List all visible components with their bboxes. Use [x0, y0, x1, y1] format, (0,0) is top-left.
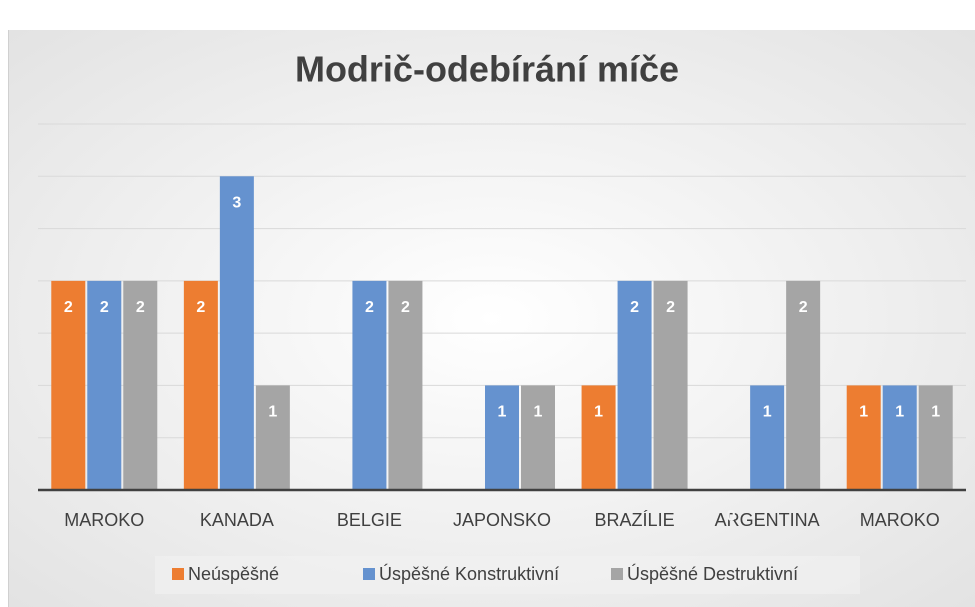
- data-label: 1: [268, 404, 277, 421]
- bar: [918, 385, 953, 490]
- data-label: 1: [859, 404, 868, 421]
- data-label: 1: [534, 404, 543, 421]
- legend-swatch: [172, 568, 184, 580]
- bar: [485, 385, 519, 490]
- data-label: 2: [401, 299, 410, 316]
- bar: [87, 280, 122, 490]
- x-tick-label: BRAZÍLIE: [595, 510, 675, 530]
- x-tick-label: KANADA: [200, 510, 274, 530]
- bar: [352, 280, 387, 490]
- bar: [255, 385, 290, 490]
- bar: [786, 280, 821, 490]
- data-label: 2: [136, 299, 145, 316]
- bar: [653, 280, 688, 490]
- data-label: 2: [799, 299, 808, 316]
- data-label: 1: [763, 404, 772, 421]
- chart-title: Modrič-odebírání míče: [295, 49, 679, 90]
- x-tick-label: MAROKO: [860, 510, 940, 530]
- bar: [388, 280, 423, 490]
- bar: [846, 385, 881, 490]
- legend-label: Neúspěšné: [188, 564, 279, 584]
- data-label: 1: [931, 404, 940, 421]
- x-tick-label: JAPONSKO: [453, 510, 551, 530]
- data-label: 1: [498, 404, 507, 421]
- legend-swatch: [363, 568, 375, 580]
- legend-box: [155, 556, 860, 594]
- data-label: 2: [666, 299, 675, 316]
- bar: [882, 385, 917, 490]
- legend-label: Úspěšné Konstruktivní: [379, 563, 559, 584]
- x-tick-label: ARGENTINA: [715, 510, 820, 530]
- bar: [51, 280, 86, 490]
- data-label: 1: [895, 404, 904, 421]
- bar: [219, 176, 254, 491]
- x-tick-label: MAROKO: [64, 510, 144, 530]
- x-tick-label: BELGIE: [337, 510, 402, 530]
- data-label: 0: [727, 508, 736, 525]
- bar: [183, 280, 218, 490]
- legend-label: Úspěšné Destruktivní: [627, 563, 798, 584]
- bar: [123, 280, 158, 490]
- data-label: 2: [630, 299, 639, 316]
- bar: [617, 280, 652, 490]
- data-label: 2: [64, 299, 73, 316]
- data-label: 2: [365, 299, 374, 316]
- data-label: 3: [232, 195, 241, 212]
- data-label: 1: [594, 404, 603, 421]
- legend-swatch: [611, 568, 623, 580]
- data-label: 2: [100, 299, 109, 316]
- bar: [581, 385, 616, 490]
- bar: [750, 385, 785, 490]
- data-label: 2: [196, 299, 205, 316]
- bar: [521, 385, 555, 490]
